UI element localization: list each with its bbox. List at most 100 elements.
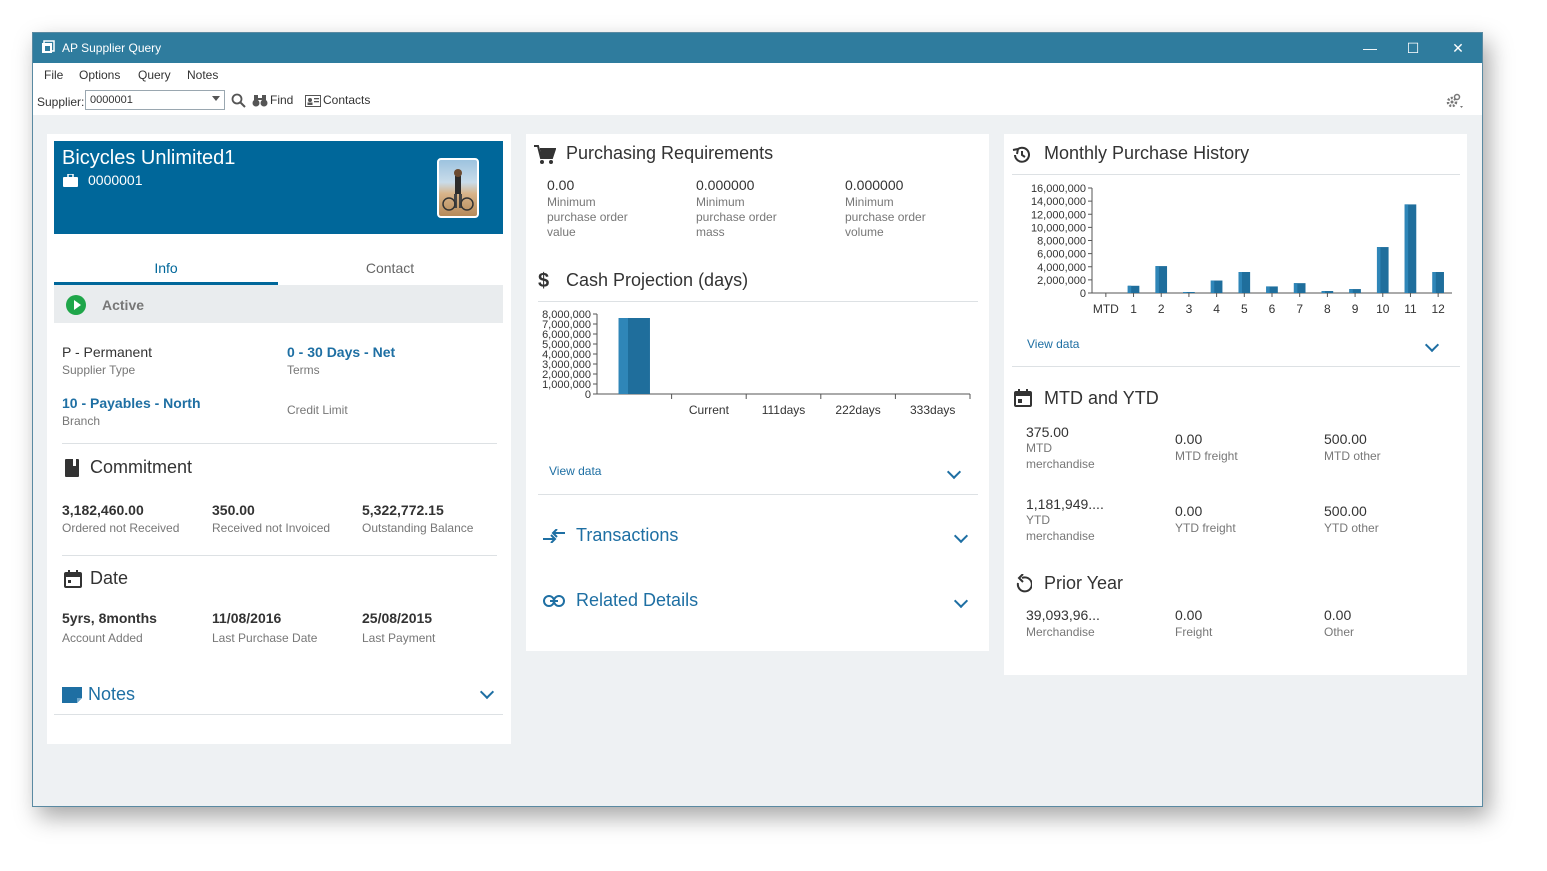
history-card: Monthly Purchase History 16,000,000 14,00… bbox=[1004, 134, 1467, 675]
minimize-button[interactable]: — bbox=[1363, 40, 1377, 56]
account-added-label: Account Added bbox=[62, 631, 143, 645]
tab-info[interactable]: Info bbox=[154, 260, 178, 276]
commitment-title: Commitment bbox=[90, 457, 193, 477]
search-icon[interactable] bbox=[231, 93, 247, 109]
cash-view-data-link[interactable]: View data bbox=[549, 464, 602, 478]
chart-bar-highlight bbox=[618, 318, 629, 394]
menu-query[interactable]: Query bbox=[138, 68, 171, 82]
y-tick-label: 3,000,000 bbox=[542, 359, 591, 371]
x-tick-label: 7 bbox=[1296, 302, 1303, 316]
chart-bar-highlight bbox=[1349, 289, 1353, 293]
y-tick-label: 2,000,000 bbox=[542, 369, 591, 381]
monthly-history-chart: 16,000,00014,000,00012,000,00010,000,000… bbox=[1031, 183, 1452, 316]
chevron-down-icon[interactable] bbox=[953, 593, 969, 609]
chevron-down-icon[interactable] bbox=[953, 528, 969, 544]
play-circle-icon bbox=[66, 295, 86, 315]
y-tick-label: 6,000,000 bbox=[1037, 249, 1086, 261]
y-tick-label: 8,000,000 bbox=[542, 309, 591, 321]
ordered-not-received-value: 3,182,460.00 bbox=[62, 502, 144, 518]
notes-title[interactable]: Notes bbox=[88, 684, 136, 704]
status-row: Active bbox=[54, 285, 503, 323]
branch-link[interactable]: 10 - Payables - North bbox=[62, 395, 201, 411]
menu-options[interactable]: Options bbox=[79, 68, 121, 82]
min-po-mass-label-2: purchase order bbox=[696, 210, 777, 224]
terms-label: Terms bbox=[287, 363, 320, 377]
dollar-icon: $ bbox=[538, 270, 549, 290]
y-tick-label: 0 bbox=[585, 389, 591, 401]
y-tick-label: 4,000,000 bbox=[1037, 262, 1086, 274]
supplier-type-label: Supplier Type bbox=[62, 363, 136, 377]
min-po-value-value: 0.00 bbox=[547, 177, 575, 193]
undo-icon bbox=[1016, 574, 1032, 593]
related-details-title[interactable]: Related Details bbox=[576, 590, 699, 610]
last-payment-value: 25/08/2015 bbox=[362, 610, 433, 626]
min-po-value-label-3: value bbox=[547, 225, 576, 239]
min-po-volume-label-1: Minimum bbox=[845, 195, 894, 209]
mtd-freight-value: 0.00 bbox=[1175, 431, 1203, 447]
divider bbox=[1012, 174, 1460, 175]
tab-contact[interactable]: Contact bbox=[365, 260, 415, 276]
mtd-merchandise-value: 375.00 bbox=[1026, 424, 1069, 440]
close-button[interactable]: ✕ bbox=[1452, 40, 1464, 56]
y-tick-label: 1,000,000 bbox=[542, 379, 591, 391]
find-button[interactable]: Find bbox=[270, 93, 294, 107]
menu-notes[interactable]: Notes bbox=[187, 68, 219, 82]
supplier-value[interactable]: 0000001 bbox=[90, 94, 133, 106]
monthly-history-title: Monthly Purchase History bbox=[1044, 143, 1250, 163]
calendar-icon bbox=[64, 570, 82, 588]
y-tick-label: 0 bbox=[1080, 288, 1086, 300]
menu-file[interactable]: File bbox=[44, 68, 64, 82]
min-po-mass-label-3: mass bbox=[696, 225, 725, 239]
min-po-mass-value: 0.000000 bbox=[696, 177, 755, 193]
chevron-down-icon[interactable] bbox=[946, 464, 962, 480]
contacts-icon[interactable] bbox=[305, 95, 321, 107]
app-icon bbox=[42, 40, 55, 53]
transactions-title[interactable]: Transactions bbox=[576, 525, 679, 545]
outstanding-balance-label: Outstanding Balance bbox=[362, 521, 474, 535]
cart-icon bbox=[534, 145, 556, 164]
chevron-down-icon[interactable] bbox=[212, 96, 220, 101]
chart-bar bbox=[1266, 286, 1278, 293]
y-tick-label: 14,000,000 bbox=[1031, 196, 1086, 208]
chart-bar bbox=[1183, 292, 1195, 293]
chart-bar bbox=[1238, 272, 1251, 293]
last-payment-label: Last Payment bbox=[362, 631, 436, 645]
chart-bar-highlight bbox=[1210, 280, 1215, 293]
x-tick-label: 5 bbox=[1241, 302, 1248, 316]
chevron-down-icon[interactable] bbox=[479, 684, 495, 700]
toolbar: Supplier: 0000001 Find Contacts bbox=[33, 85, 1482, 115]
maximize-button[interactable]: ☐ bbox=[1406, 40, 1420, 56]
monthly-view-data-link[interactable]: View data bbox=[1027, 337, 1080, 351]
y-tick-label: 16,000,000 bbox=[1031, 183, 1086, 195]
y-tick-label: 8,000,000 bbox=[1037, 236, 1086, 248]
divider bbox=[538, 494, 978, 495]
min-po-volume-label-2: purchase order bbox=[845, 210, 926, 224]
x-tick-label: 333days bbox=[910, 403, 955, 417]
prior-year-title: Prior Year bbox=[1044, 573, 1124, 593]
x-tick-label: 1 bbox=[1130, 302, 1137, 316]
x-tick-label: 6 bbox=[1269, 302, 1276, 316]
chart-bar-highlight bbox=[1266, 286, 1270, 293]
supplier-tabs: Info Contact bbox=[54, 234, 503, 285]
x-tick-label: 11 bbox=[1404, 302, 1417, 316]
chart-bar bbox=[1349, 289, 1361, 293]
x-tick-label: MTD bbox=[1093, 302, 1119, 316]
contacts-button[interactable]: Contacts bbox=[323, 93, 371, 107]
ytd-freight-label: YTD freight bbox=[1175, 521, 1236, 535]
y-tick-label: 10,000,000 bbox=[1031, 222, 1086, 234]
x-tick-label: 2 bbox=[1158, 302, 1165, 316]
x-tick-label: 111days bbox=[762, 403, 806, 417]
y-tick-label: 6,000,000 bbox=[542, 329, 591, 341]
calendar-icon bbox=[1014, 389, 1032, 407]
settings-icon[interactable] bbox=[1445, 93, 1463, 109]
chart-bar bbox=[1404, 204, 1417, 293]
mtd-ytd-title: MTD and YTD bbox=[1044, 388, 1159, 408]
mtd-other-label: MTD other bbox=[1324, 449, 1381, 463]
chevron-down-icon[interactable] bbox=[1424, 337, 1440, 353]
x-tick-label: 9 bbox=[1352, 302, 1359, 316]
supplier-combo[interactable]: 0000001 bbox=[85, 90, 225, 110]
chart-bar bbox=[1432, 272, 1444, 293]
terms-link[interactable]: 0 - 30 Days - Net bbox=[287, 344, 396, 360]
binoculars-icon[interactable] bbox=[252, 94, 268, 108]
briefcase-icon bbox=[63, 174, 78, 187]
